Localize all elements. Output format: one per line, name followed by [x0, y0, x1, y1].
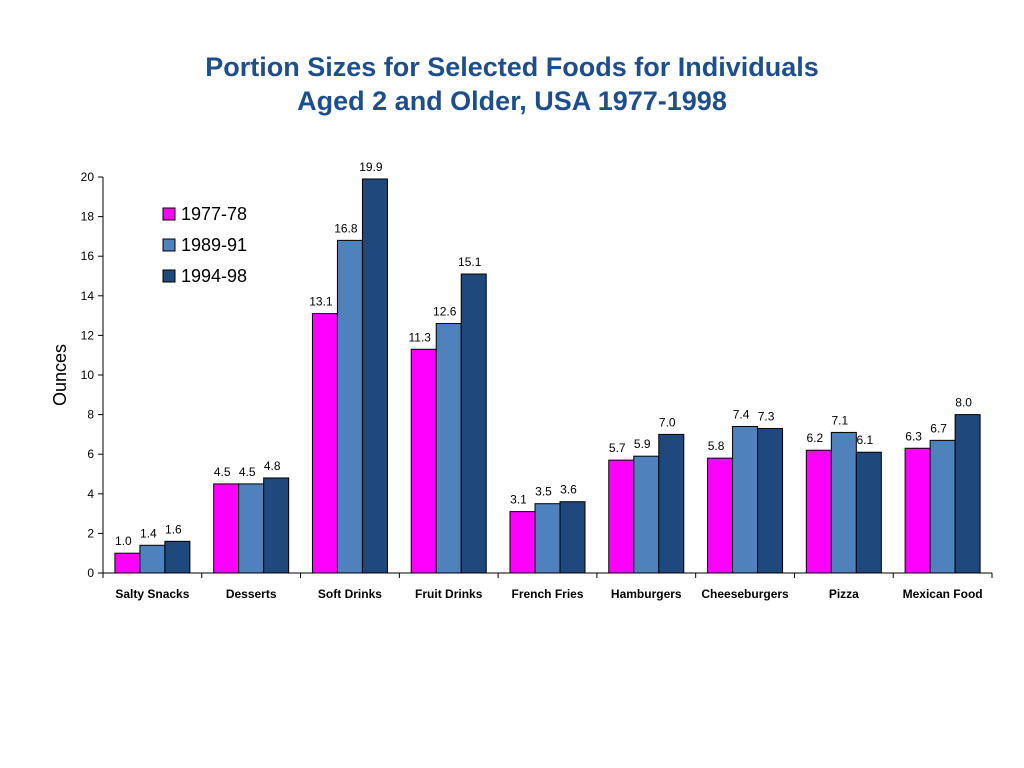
x-tick-label: French Fries — [511, 587, 583, 601]
y-tick-label: 18 — [81, 210, 95, 224]
bar — [608, 459, 635, 574]
bar — [633, 455, 660, 574]
data-label: 15.1 — [458, 255, 482, 269]
bar — [805, 449, 832, 574]
y-tick-label: 2 — [87, 526, 94, 540]
y-tick-label: 8 — [87, 408, 94, 422]
bar — [435, 323, 462, 574]
y-tick-label: 4 — [87, 487, 94, 501]
data-label: 7.3 — [758, 409, 775, 423]
data-label: 11.3 — [408, 330, 431, 344]
axes: 0 2 4 6 8 10 12 14 16 18 20 Ounces Salty Snacks Desse… — [50, 170, 993, 601]
data-label: 5.7 — [609, 441, 626, 455]
data-label: 8.0 — [955, 396, 972, 410]
bar — [855, 451, 882, 574]
bar — [263, 477, 290, 574]
data-label: 3.5 — [535, 485, 552, 499]
data-label: 5.8 — [708, 439, 725, 453]
legend: 1977-78 1989-91 1994-98 — [162, 204, 247, 286]
legend-label: 1994-98 — [181, 266, 247, 286]
bar — [658, 433, 685, 574]
bar — [559, 501, 586, 574]
bar — [164, 540, 191, 574]
bar — [238, 483, 265, 574]
data-label: 16.8 — [334, 221, 358, 235]
bar — [336, 239, 363, 574]
x-tick-label: Cheeseburgers — [701, 587, 789, 601]
x-tick-label: Soft Drinks — [318, 587, 382, 601]
data-label: 4.8 — [264, 459, 281, 473]
bar — [707, 457, 734, 574]
bar — [460, 273, 487, 574]
data-label: 12.6 — [433, 305, 457, 319]
bar — [213, 483, 240, 574]
bar — [534, 503, 561, 574]
bar — [732, 425, 759, 574]
bar — [139, 544, 166, 574]
x-tick-label: Desserts — [226, 587, 277, 601]
y-tick-label: 6 — [87, 447, 94, 461]
data-label: 4.5 — [214, 465, 231, 479]
data-label: 7.1 — [831, 413, 848, 427]
chart-title-line1: Portion Sizes for Selected Foods for Ind… — [205, 52, 819, 82]
bar — [757, 427, 784, 574]
y-tick-label: 10 — [81, 368, 95, 382]
data-label: 4.5 — [239, 465, 256, 479]
y-tick-label: 14 — [81, 289, 95, 303]
legend-swatch — [162, 238, 176, 252]
bar — [929, 439, 956, 574]
data-labels: 1.0 4.5 13.1 11.3 3.1 5.7 5.8 6.2 6.3 1.4 4.5 16.8 1… — [115, 160, 972, 548]
legend-label: 1977-78 — [181, 204, 247, 224]
data-label: 3.6 — [560, 483, 577, 497]
data-label: 6.2 — [806, 431, 823, 445]
data-label: 6.3 — [905, 429, 922, 443]
data-label: 7.0 — [659, 415, 676, 429]
bar — [830, 431, 857, 574]
y-tick-label: 0 — [87, 566, 94, 580]
legend-swatch — [162, 207, 176, 221]
y-tick-label: 16 — [81, 249, 95, 263]
bar — [954, 414, 981, 574]
bar — [904, 447, 931, 574]
data-label: 6.1 — [856, 433, 873, 447]
bars — [114, 178, 981, 574]
bar — [311, 313, 338, 574]
data-label: 6.7 — [930, 421, 947, 435]
x-tick-label: Fruit Drinks — [415, 587, 483, 601]
x-tick-label: Hamburgers — [611, 587, 682, 601]
bar — [361, 178, 388, 574]
data-label: 1.0 — [115, 534, 132, 548]
data-label: 1.4 — [140, 526, 157, 540]
legend-label: 1989-91 — [181, 235, 247, 255]
x-tick-label: Salty Snacks — [115, 587, 189, 601]
y-tick-label: 12 — [81, 328, 95, 342]
chart-title: Portion Sizes for Selected Foods for Ind… — [0, 50, 1024, 118]
data-label: 7.4 — [733, 407, 750, 421]
y-axis-title: Ounces — [50, 344, 70, 406]
chart-title-line2: Aged 2 and Older, USA 1977-1998 — [297, 86, 727, 116]
bar — [114, 552, 141, 574]
data-label: 13.1 — [309, 295, 333, 309]
data-label: 19.9 — [359, 160, 383, 174]
legend-swatch — [162, 269, 176, 283]
y-tick-label: 20 — [81, 170, 95, 184]
bar — [509, 511, 536, 574]
bar — [410, 348, 437, 574]
data-label: 5.9 — [634, 437, 651, 451]
x-tick-label: Pizza — [829, 587, 859, 601]
x-tick-label: Mexican Food — [903, 587, 983, 601]
data-label: 3.1 — [510, 493, 527, 507]
data-label: 1.6 — [165, 522, 182, 536]
